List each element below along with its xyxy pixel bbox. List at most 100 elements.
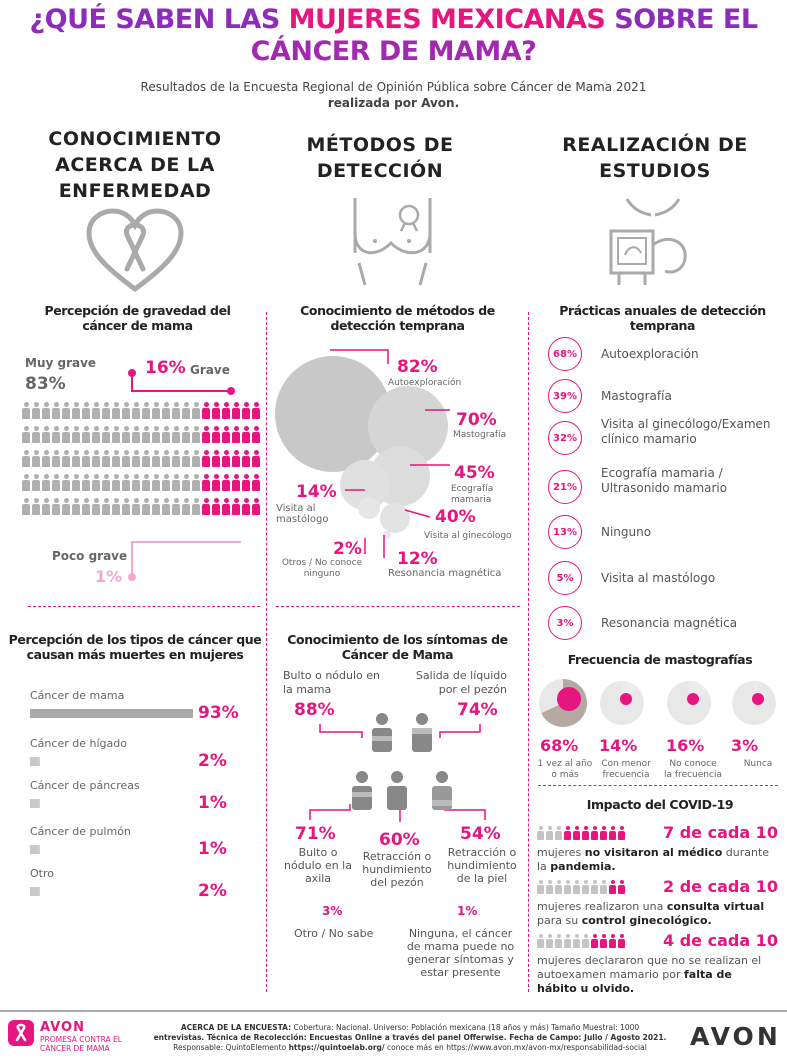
footer-link-quintoelab[interactable]: https://quintoelab.org/ (288, 1043, 385, 1052)
person-icon (22, 402, 30, 419)
grave-connector-line (131, 371, 133, 391)
person-icon (32, 426, 40, 443)
person-icon (192, 450, 200, 467)
person-icon (162, 498, 170, 515)
person-icon (162, 426, 170, 443)
footer-about2-text: Técnica de Recolección: Encuestas Online… (204, 1033, 667, 1042)
person-icon (192, 402, 200, 419)
grave-connector-h (131, 390, 231, 392)
gravedad-title: Percepción de gravedad del cáncer de mam… (44, 303, 231, 333)
poco-grave-label: Poco grave (52, 549, 128, 563)
bubble-resonancia (380, 503, 410, 533)
person-icon (232, 402, 240, 419)
person-icon (591, 826, 598, 840)
person-icon (172, 450, 180, 467)
person-icon (152, 402, 160, 419)
sintoma-otro-value: 3% (322, 904, 343, 918)
section-title-conocimiento: CONOCIMIENTO ACERCA DE LA ENFERMEDAD (48, 128, 222, 202)
person-icon (132, 450, 140, 467)
covid-text-2: para su (537, 914, 582, 927)
person-icon (142, 498, 150, 515)
tipos-title: Percepción de los tipos de cáncer que ca… (8, 632, 262, 662)
metodo-label-0: Autoexploración (388, 378, 462, 388)
person-icon (92, 450, 100, 467)
person-icon (52, 426, 60, 443)
tipo-label: Cáncer de mama (30, 689, 125, 702)
person-icon (102, 426, 110, 443)
footer-resp: Responsable: QuintoElemento (173, 1043, 289, 1052)
person-icon (555, 826, 562, 840)
person-icon (618, 934, 625, 948)
footer-rule (0, 1010, 787, 1012)
person-icon (152, 474, 160, 491)
person-icon (32, 498, 40, 515)
practica-circle: 68% (548, 337, 582, 371)
person-icon (42, 474, 50, 491)
person-icon (564, 826, 571, 840)
person-icon (182, 426, 190, 443)
person-icon (62, 474, 70, 491)
people-row (22, 498, 262, 522)
person-icon (609, 934, 616, 948)
practica-circle: 21% (548, 470, 582, 504)
metodo-label-1: Mastografía (453, 430, 507, 440)
title-part-b: MUJERES MEXICANAS (288, 4, 606, 35)
person-icon (252, 402, 260, 419)
tipo-bar (30, 709, 193, 718)
person-icon (600, 880, 607, 894)
person-icon (232, 426, 240, 443)
metodo-value-2: 45% (454, 463, 495, 483)
sintoma-pezon-value: 60% (379, 830, 420, 850)
person-icon (142, 402, 150, 419)
metodo-value-3: 40% (435, 507, 476, 527)
person-icon (122, 474, 130, 491)
person-icon (142, 450, 150, 467)
person-icon (582, 826, 589, 840)
practica-label: Ecografía mamaria / Ultrasonido mamario (601, 466, 728, 495)
person-icon (172, 402, 180, 419)
person-icon (172, 426, 180, 443)
footer-link-avon[interactable]: https://www.avon.mx/avon-mx/responsabili… (446, 1043, 647, 1052)
person-icon (252, 450, 260, 467)
person-icon (600, 826, 607, 840)
person-icon (172, 498, 180, 515)
frecuencia-donut (666, 680, 712, 726)
person-icon (102, 402, 110, 419)
frecuencia-value: 3% (731, 736, 759, 755)
sintoma-pezon-label: Retracción o hundimiento del pezón (362, 850, 432, 889)
person-icon (546, 826, 553, 840)
sintoma-piel-value: 54% (460, 824, 501, 844)
practica-label: Visita al ginecólogo/Examen clínico mama… (601, 417, 771, 446)
person-icon (52, 450, 60, 467)
sintoma-piel-label: Retracción o hundimiento de la piel (447, 846, 517, 885)
person-icon (564, 880, 571, 894)
person-icon (252, 474, 260, 491)
practica-label: Resonancia magnética (601, 616, 738, 630)
person-icon (82, 474, 90, 491)
sintoma-salida-value: 74% (457, 700, 498, 720)
person-icon (142, 426, 150, 443)
person-icon (72, 402, 80, 419)
covid-text: mujeres declararon que no se realizan el… (537, 954, 772, 996)
practica-circle: 3% (548, 606, 582, 640)
frecuencia-label: 1 vez al año o más (537, 759, 593, 780)
person-icon (42, 402, 50, 419)
person-icon (122, 402, 130, 419)
tipo-value: 93% (198, 703, 239, 723)
person-icon (152, 426, 160, 443)
person-icon (564, 934, 571, 948)
title-part-d: CÁNCER DE MAMA? (250, 36, 537, 67)
metodo-value-0: 82% (397, 357, 438, 377)
person-icon (192, 474, 200, 491)
person-icon (242, 450, 250, 467)
sintoma-axila-label: Bulto o nódulo en la axila (284, 846, 352, 885)
frecuencia-label: No conoce la frecuencia (664, 759, 722, 780)
person-icon (62, 402, 70, 419)
bubble-otros (383, 531, 391, 539)
person-icon (192, 426, 200, 443)
covid-title: Impacto del COVID-19 (586, 797, 734, 812)
metodo-value-1: 70% (456, 410, 497, 430)
tipo-label: Cáncer de hígado (30, 737, 127, 750)
poco-grave-value: 1% (95, 567, 123, 586)
person-icon (42, 426, 50, 443)
